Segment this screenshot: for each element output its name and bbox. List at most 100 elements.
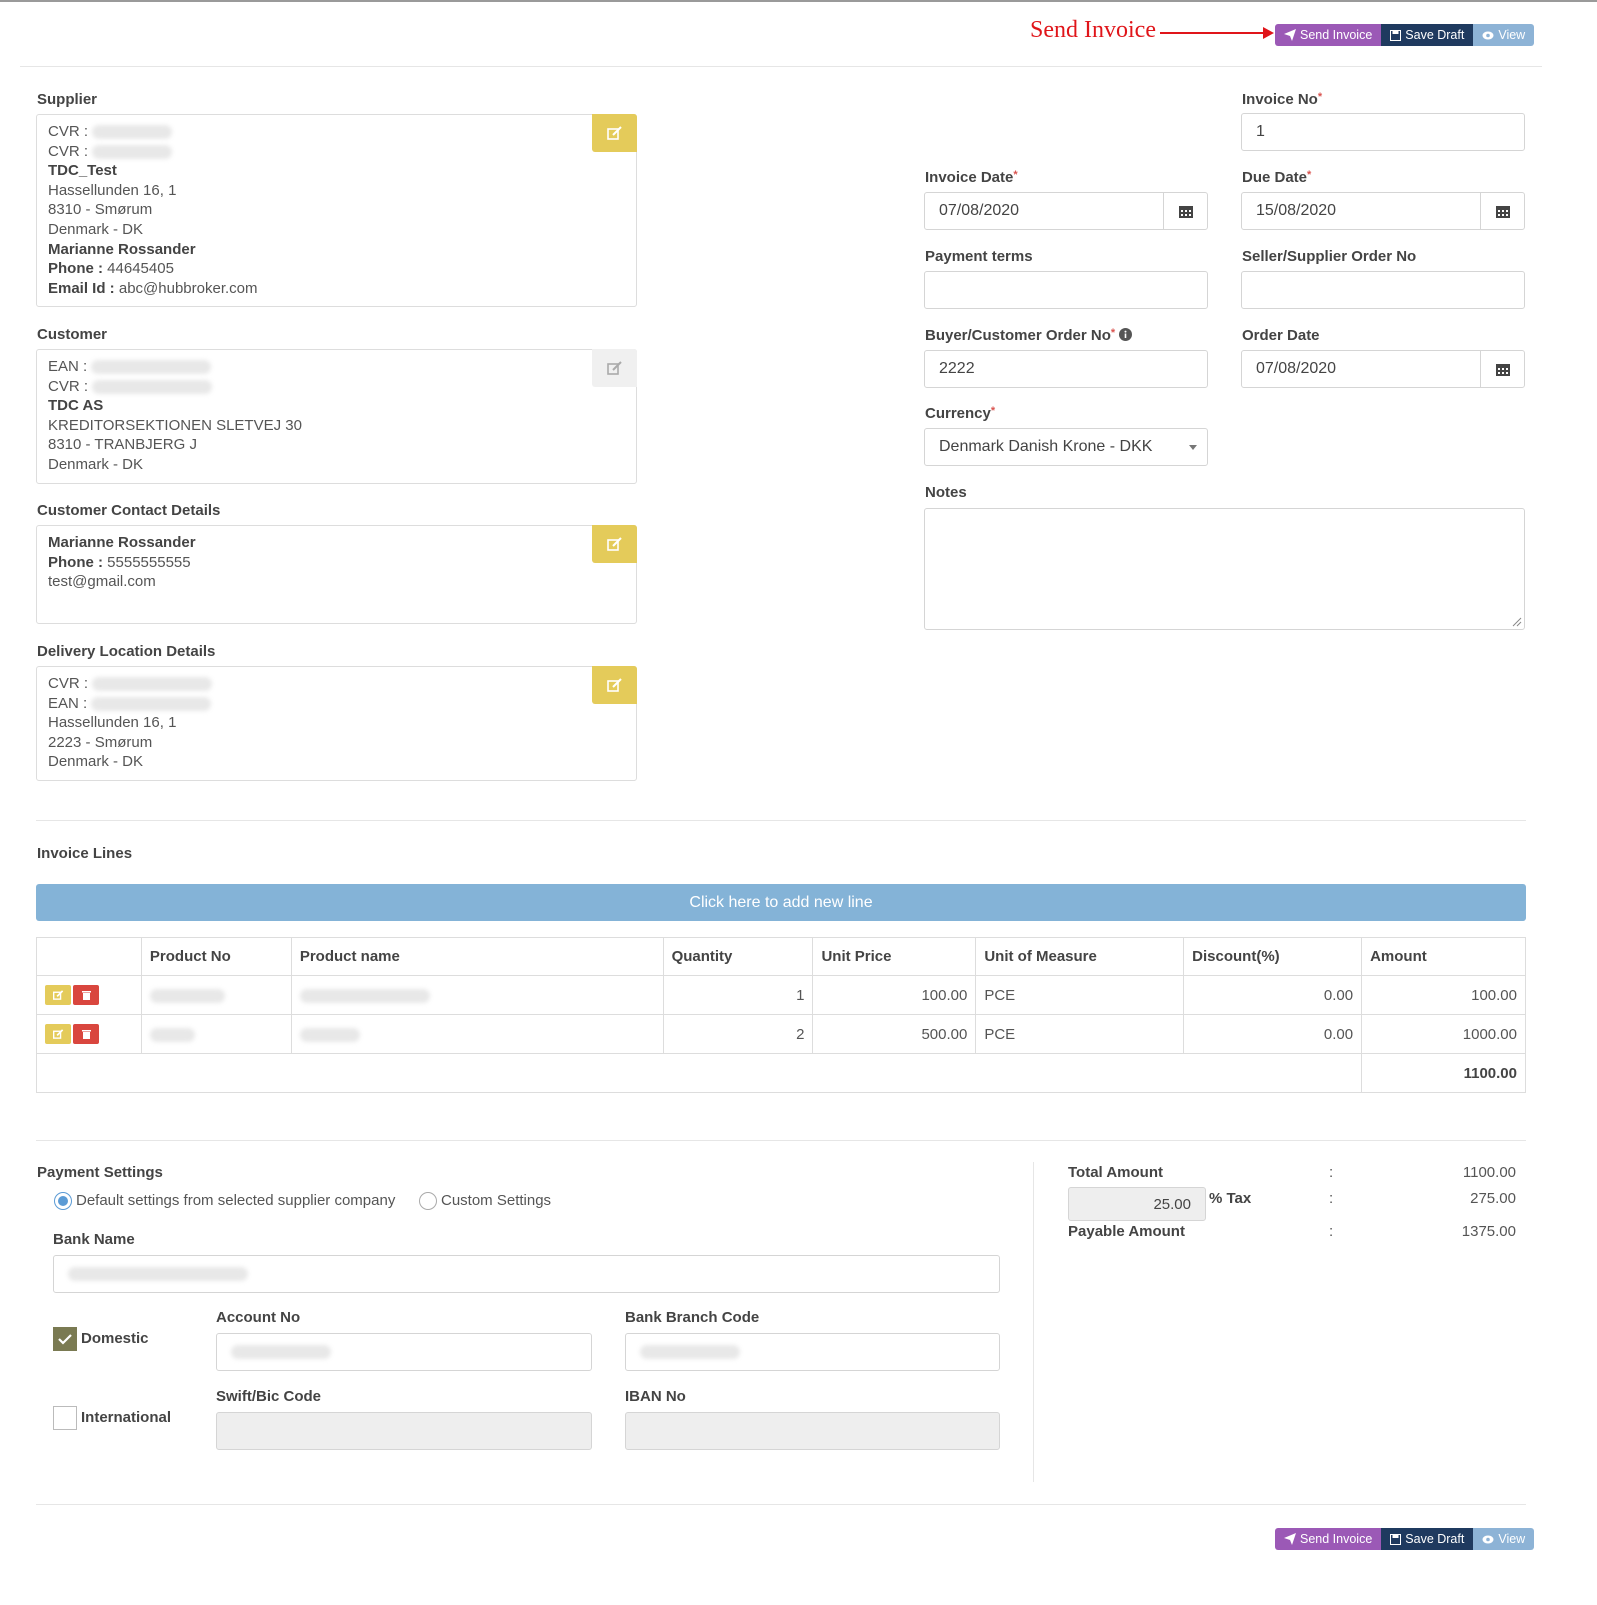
edit-delivery-button[interactable]	[592, 666, 637, 704]
default-settings-radio[interactable]	[54, 1192, 72, 1210]
redacted-value	[149, 1027, 195, 1042]
iban-input[interactable]	[625, 1412, 1000, 1450]
international-checkbox[interactable]	[53, 1406, 77, 1430]
customer-label: Customer	[37, 326, 108, 343]
contact-name: Marianne Rossander	[48, 534, 196, 551]
custom-settings-radio[interactable]	[419, 1192, 437, 1210]
edit-icon	[52, 1029, 63, 1039]
customer-name: TDC AS	[48, 397, 104, 415]
seller-order-input[interactable]	[1241, 271, 1525, 309]
invoice-lines-table: Product No Product name Quantity Unit Pr…	[35, 937, 1526, 1093]
invoice-no-input[interactable]: 1	[1241, 113, 1525, 151]
customer-contact-box: Marianne Rossander Phone : 5555555555 te…	[36, 525, 637, 624]
line-quantity: 2	[662, 1014, 814, 1054]
total-amount-label: Total Amount	[1068, 1164, 1163, 1181]
caret-down-icon	[1189, 445, 1197, 450]
save-draft-button[interactable]: Save Draft	[1381, 1528, 1474, 1550]
invoice-date-input[interactable]: 07/08/2020	[924, 192, 1208, 230]
invoice-lines-title: Invoice Lines	[37, 845, 133, 862]
line-discount: 0.00	[1183, 975, 1363, 1015]
order-date-calendar-button[interactable]	[1480, 351, 1524, 387]
edit-contact-button[interactable]	[592, 525, 637, 563]
section-divider	[36, 820, 1526, 821]
buyer-order-input[interactable]: 2222	[924, 350, 1208, 388]
column-header: Discount(%)	[1183, 937, 1363, 976]
trash-icon	[81, 991, 91, 1000]
line-unit-price: 500.00	[812, 1014, 977, 1054]
calendar-icon	[1495, 364, 1510, 376]
paper-plane-icon	[1284, 1533, 1296, 1545]
edit-customer-button[interactable]	[592, 349, 637, 387]
account-no-label: Account No	[216, 1309, 301, 1326]
notes-textarea[interactable]	[924, 508, 1525, 630]
account-no-input[interactable]	[216, 1333, 592, 1371]
tax-rate-input[interactable]: 25.00	[1068, 1187, 1206, 1221]
total-sep: :	[1329, 1164, 1334, 1181]
eye-icon	[1482, 31, 1494, 39]
line-discount: 0.00	[1183, 1014, 1363, 1054]
calendar-icon	[1495, 206, 1510, 218]
payment-terms-label: Payment terms	[925, 248, 1033, 265]
bottom-action-buttons: Send Invoice Save Draft View	[1275, 1528, 1535, 1550]
due-date-label: Due Date*	[1242, 169, 1312, 186]
supplier-contact: Marianne Rossander	[48, 240, 196, 258]
customer-city: 8310 - TRANBJERG J	[48, 436, 197, 454]
domestic-label: Domestic	[81, 1330, 149, 1347]
order-date-input[interactable]: 07/08/2020	[1241, 350, 1525, 388]
payable-sep: :	[1329, 1223, 1334, 1240]
table-total-row: 1100.00	[35, 1053, 1526, 1093]
custom-settings-label[interactable]: Custom Settings	[441, 1192, 552, 1209]
edit-icon	[606, 126, 622, 140]
line-amount: 1000.00	[1361, 1014, 1526, 1054]
delete-line-button[interactable]	[73, 985, 99, 1005]
column-header: Product name	[290, 937, 664, 976]
due-date-input[interactable]: 15/08/2020	[1241, 192, 1525, 230]
invoice-date-calendar-button[interactable]	[1163, 193, 1207, 229]
redacted-value	[92, 379, 213, 394]
view-button[interactable]: View	[1473, 24, 1535, 46]
delete-line-button[interactable]	[73, 1024, 99, 1044]
payment-terms-input[interactable]	[924, 271, 1208, 309]
resize-handle-icon[interactable]	[1512, 617, 1522, 627]
currency-select[interactable]: Denmark Danish Krone - DKK	[924, 428, 1208, 466]
redacted-value	[92, 144, 173, 159]
send-invoice-button[interactable]: Send Invoice	[1275, 1528, 1382, 1550]
annotation-label: Send Invoice	[1030, 17, 1156, 43]
floppy-icon	[1390, 29, 1402, 41]
check-icon	[58, 1333, 72, 1345]
lines-total: 1100.00	[1361, 1053, 1526, 1093]
due-date-calendar-button[interactable]	[1480, 193, 1524, 229]
payable-amount-label: Payable Amount	[1068, 1223, 1185, 1240]
customer-box: EAN : CVR : TDC AS KREDITORSEKTIONEN SLE…	[36, 349, 637, 484]
edit-line-button[interactable]	[45, 985, 71, 1005]
column-header: Unit Price	[812, 937, 977, 976]
info-icon	[1119, 328, 1133, 341]
customer-address: KREDITORSEKTIONEN SLETVEJ 30	[48, 416, 302, 434]
supplier-address: Hassellunden 16, 1	[48, 181, 177, 199]
edit-icon	[606, 361, 622, 375]
edit-supplier-button[interactable]	[592, 114, 637, 152]
view-button[interactable]: View	[1473, 1528, 1535, 1550]
total-amount-value: 1100.00	[1462, 1164, 1516, 1181]
section-divider	[36, 1140, 1526, 1141]
send-invoice-button[interactable]: Send Invoice	[1275, 24, 1382, 46]
column-header: Unit of Measure	[975, 937, 1185, 976]
save-draft-button[interactable]: Save Draft	[1381, 24, 1474, 46]
branch-code-input[interactable]	[625, 1333, 1000, 1371]
seller-order-label: Seller/Supplier Order No	[1242, 248, 1417, 265]
trash-icon	[81, 1030, 91, 1039]
supplier-country: Denmark - DK	[48, 220, 144, 238]
supplier-label: Supplier	[37, 91, 98, 108]
edit-line-button[interactable]	[45, 1024, 71, 1044]
table-row: 2 500.00 PCE 0.00 1000.00	[36, 1014, 1526, 1054]
bank-name-label: Bank Name	[53, 1231, 135, 1248]
domestic-checkbox[interactable]	[53, 1327, 77, 1351]
redacted-value	[149, 988, 225, 1003]
customer-country: Denmark - DK	[48, 455, 144, 473]
swift-input[interactable]	[216, 1412, 592, 1450]
redacted-value	[92, 125, 173, 140]
supplier-phone: 44645405	[107, 260, 174, 278]
default-settings-label[interactable]: Default settings from selected supplier …	[76, 1192, 396, 1209]
bank-name-input[interactable]	[53, 1255, 1000, 1293]
add-line-button[interactable]: Click here to add new line	[36, 884, 1526, 921]
